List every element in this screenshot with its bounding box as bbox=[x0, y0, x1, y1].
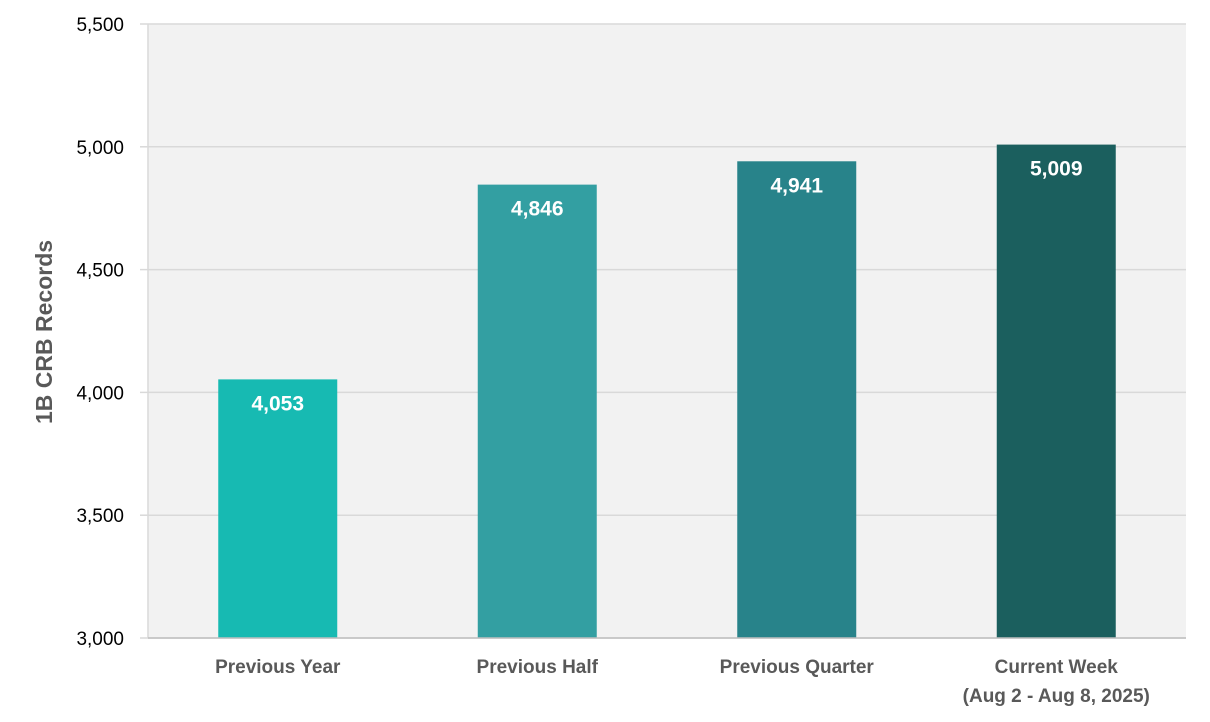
y-tick-label: 5,500 bbox=[76, 15, 124, 36]
y-axis-ticks: 3,000 3,500 4,000 4,500 5,000 5,500 bbox=[76, 15, 149, 650]
y-tick-label: 3,500 bbox=[76, 506, 124, 527]
y-tick-label: 4,000 bbox=[76, 383, 124, 404]
bar bbox=[996, 144, 1116, 638]
y-tick-label: 4,500 bbox=[76, 261, 124, 282]
bars: 4,053 4,846 4,941 5,009 bbox=[218, 144, 1116, 638]
bar bbox=[218, 379, 338, 638]
bar bbox=[737, 161, 857, 638]
x-axis-categories: Previous Year Previous Half Previous Quart… bbox=[148, 637, 1186, 707]
x-category-label: Previous Quarter bbox=[720, 657, 875, 678]
data-label: 4,846 bbox=[511, 198, 564, 221]
y-tick-label: 5,000 bbox=[76, 138, 124, 159]
y-tick-label: 3,000 bbox=[76, 629, 124, 650]
data-label: 4,053 bbox=[251, 392, 304, 415]
x-category-label: Previous Half bbox=[477, 657, 599, 678]
data-label: 5,009 bbox=[1030, 158, 1083, 181]
x-category-label: Previous Year bbox=[215, 657, 341, 678]
x-category-label: Current Week (Aug 2 - Aug 8, 2025) bbox=[963, 657, 1150, 707]
data-label: 4,941 bbox=[770, 174, 823, 197]
bar bbox=[477, 184, 597, 638]
y-axis-title: 1B CRB Records bbox=[31, 240, 57, 424]
